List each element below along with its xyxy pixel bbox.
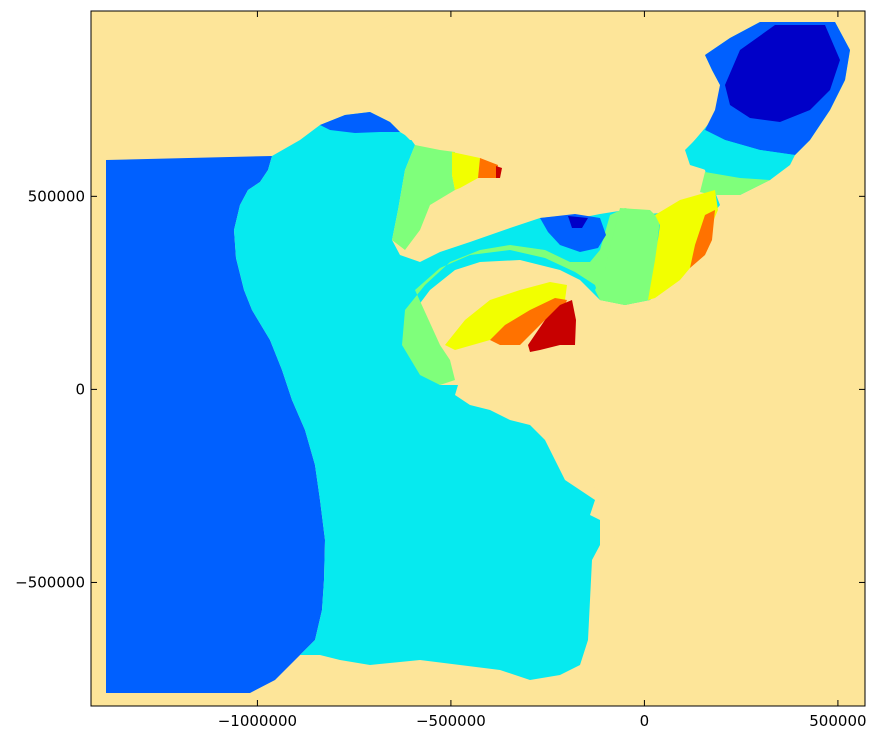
central-pocket-blue [540, 214, 606, 252]
north-bay-green [392, 145, 455, 250]
north-bay-red [496, 166, 502, 178]
x-tick-label: −1000000 [218, 712, 297, 730]
north-bay-orange [478, 158, 498, 178]
south-bay-yellow [445, 282, 567, 350]
north-sea-blue-pocket [320, 112, 400, 133]
south-bay-green-2 [595, 208, 660, 305]
land-coast-east [455, 300, 865, 700]
y-tick-label: −500000 [15, 573, 85, 591]
y-tick-label: 0 [75, 380, 85, 398]
x-tick-label: 500000 [809, 712, 866, 730]
land-north-peninsula [370, 20, 720, 250]
y-tick-label: 500000 [28, 187, 85, 205]
ocean-blue-west [106, 156, 325, 693]
south-bay-orange [490, 298, 567, 345]
x-tick-label: 0 [640, 712, 650, 730]
north-bay-yellow [452, 152, 480, 190]
plot-frame [90, 10, 866, 707]
axis-ticks [91, 11, 865, 706]
sea-cyan-main [234, 22, 850, 680]
central-pocket-deep-blue [568, 216, 588, 228]
ne-strip-green [700, 172, 770, 195]
ne-basin-deep-blue [725, 25, 840, 122]
x-tick-label: −500000 [416, 712, 486, 730]
south-bay-red [528, 300, 576, 352]
axis-tick-labels: −1000000 −500000 0 500000 500000 0 −500000 [15, 187, 866, 730]
east-strait-orange [690, 210, 715, 268]
east-strait-yellow [648, 190, 718, 300]
